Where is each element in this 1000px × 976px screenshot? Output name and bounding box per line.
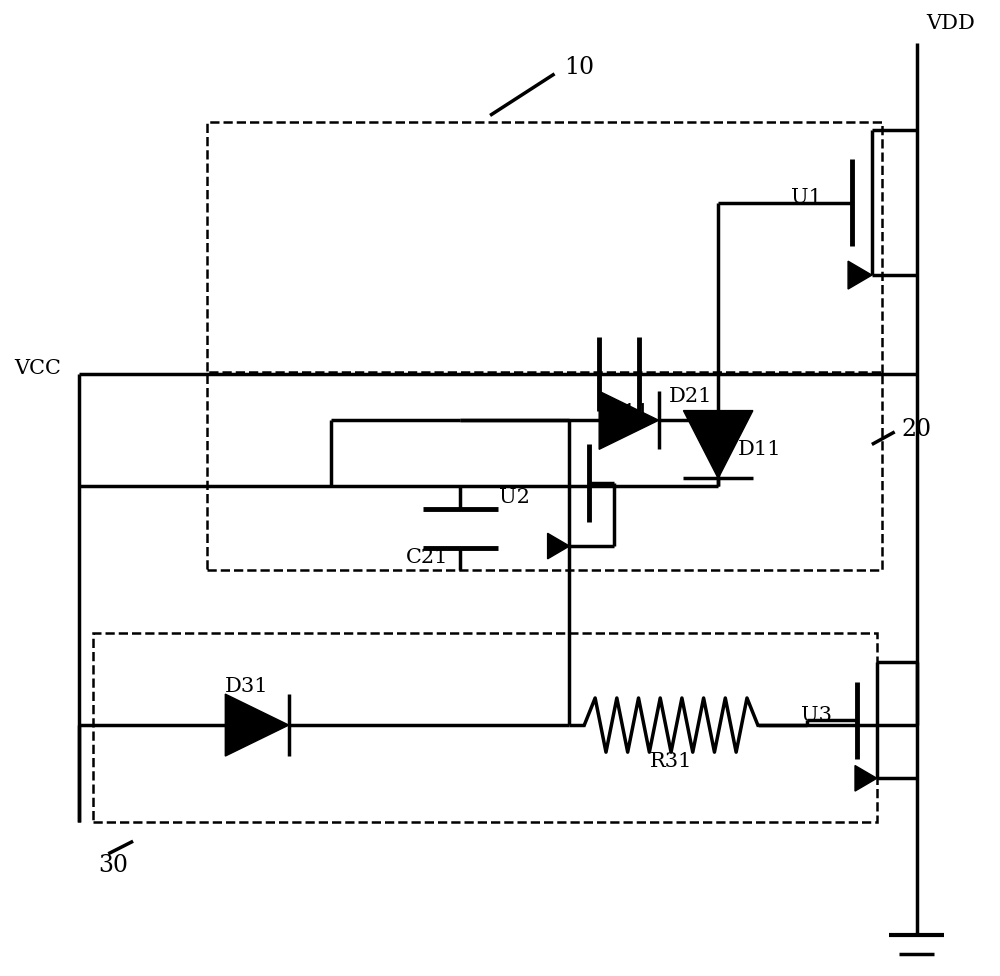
Polygon shape — [848, 262, 872, 289]
Text: U1: U1 — [791, 188, 822, 207]
Polygon shape — [225, 694, 289, 756]
Bar — [207, 372, 882, 570]
Text: U2: U2 — [499, 488, 530, 508]
Text: R31: R31 — [650, 752, 692, 771]
Text: VDD: VDD — [926, 15, 975, 33]
Text: VCC: VCC — [14, 359, 61, 379]
Text: D31: D31 — [225, 677, 269, 696]
Text: D11: D11 — [738, 440, 782, 459]
Polygon shape — [599, 391, 659, 449]
Bar — [93, 633, 877, 822]
Text: U3: U3 — [801, 706, 832, 725]
Text: 10: 10 — [564, 56, 595, 78]
Polygon shape — [548, 533, 569, 559]
Text: 30: 30 — [98, 854, 128, 876]
Text: 20: 20 — [902, 419, 932, 441]
Polygon shape — [683, 411, 753, 478]
Text: C11: C11 — [608, 403, 650, 422]
Polygon shape — [855, 765, 877, 792]
Text: D21: D21 — [669, 386, 712, 406]
Text: C21: C21 — [406, 548, 448, 566]
Bar — [207, 122, 882, 374]
